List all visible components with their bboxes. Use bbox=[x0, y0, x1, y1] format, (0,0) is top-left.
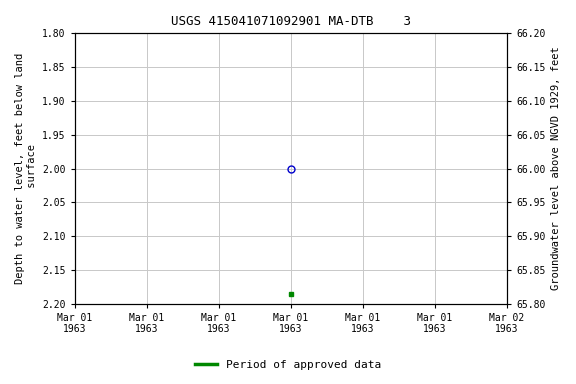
Legend: Period of approved data: Period of approved data bbox=[191, 356, 385, 375]
Y-axis label: Depth to water level, feet below land
 surface: Depth to water level, feet below land su… bbox=[15, 53, 37, 284]
Y-axis label: Groundwater level above NGVD 1929, feet: Groundwater level above NGVD 1929, feet bbox=[551, 47, 561, 290]
Title: USGS 415041071092901 MA-DTB    3: USGS 415041071092901 MA-DTB 3 bbox=[171, 15, 411, 28]
